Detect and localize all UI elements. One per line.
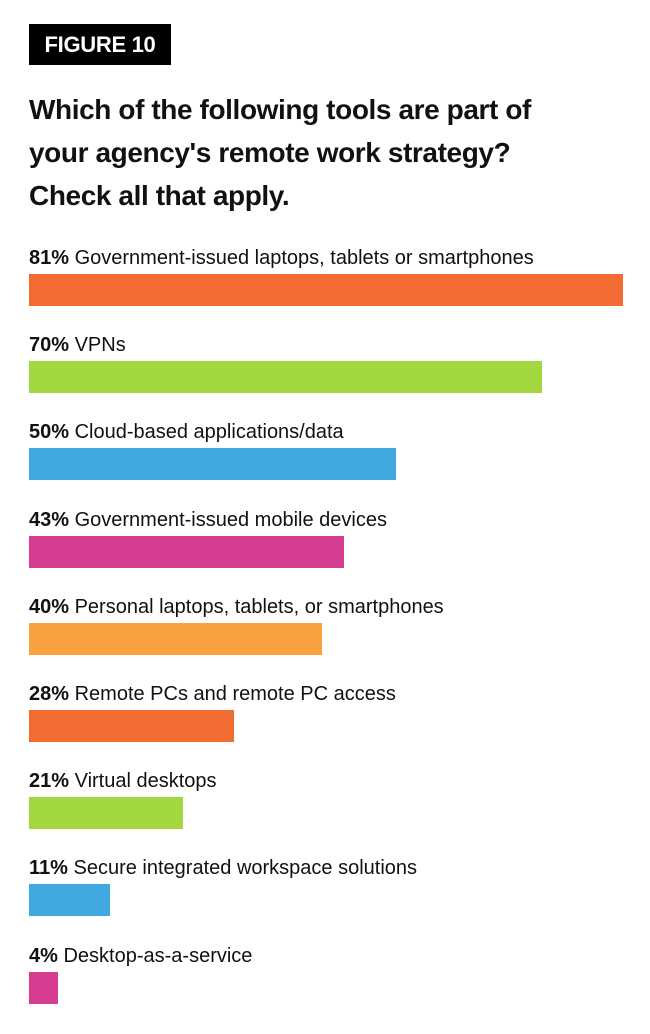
bar-value-label: 28% <box>29 683 70 705</box>
bar-category-label: Government-issued laptops, tablets or sm… <box>74 247 534 269</box>
bar-category-label: Government-issued mobile devices <box>74 508 387 531</box>
bar <box>29 361 542 394</box>
bar <box>29 448 396 481</box>
bar-category-label: Secure integrated workspace solutions <box>73 857 418 880</box>
bar <box>29 884 110 917</box>
chart-title-line-2: your agency's remote work strategy? <box>29 137 511 168</box>
bar-label: 40% Personal laptops, tablets, or smartp… <box>29 594 444 620</box>
bar-label: 50% Cloud-based applications/data <box>29 419 344 445</box>
bar-category-label: Remote PCs and remote PC access <box>74 683 396 705</box>
bar-label: 43% Government-issued mobile devices <box>29 507 387 533</box>
bar-category-label: Personal laptops, tablets, or smartphone… <box>74 595 444 618</box>
bar-label: 70% VPNs <box>29 332 126 358</box>
bar-label: 21% Virtual desktops <box>29 768 217 794</box>
bar-category-label: VPNs <box>74 334 126 357</box>
figure-label: FIGURE 10 <box>29 24 171 65</box>
bar-value-label: 81% <box>29 247 70 269</box>
bar-value-label: 21% <box>29 770 70 793</box>
bar-label: 81% Government-issued laptops, tablets o… <box>29 245 534 271</box>
chart-title: Which of the following tools are part of… <box>29 88 629 217</box>
bar <box>29 274 623 306</box>
bar <box>29 710 234 742</box>
bar-value-label: 4% <box>29 944 58 967</box>
chart-title-line-1: Which of the following tools are part of <box>29 94 531 125</box>
bar-value-label: 43% <box>29 508 70 531</box>
bar-value-label: 40% <box>29 595 70 618</box>
bar-value-label: 11% <box>29 857 68 880</box>
bar-category-label: Virtual desktops <box>74 770 217 793</box>
bar-category-label: Cloud-based applications/data <box>74 421 344 444</box>
bar-value-label: 50% <box>29 421 70 444</box>
bar-label: 4% Desktop-as-a-service <box>29 943 252 969</box>
bar <box>29 971 58 1004</box>
bar <box>29 797 183 830</box>
bar <box>29 535 344 568</box>
bar-value-label: 70% <box>29 334 70 357</box>
bar <box>29 622 322 655</box>
bar-label: 28% Remote PCs and remote PC access <box>29 681 396 707</box>
bar-category-label: Desktop-as-a-service <box>63 944 253 967</box>
chart-title-line-3: Check all that apply. <box>29 180 290 211</box>
bar-label: 11% Secure integrated workspace solution… <box>29 855 417 881</box>
